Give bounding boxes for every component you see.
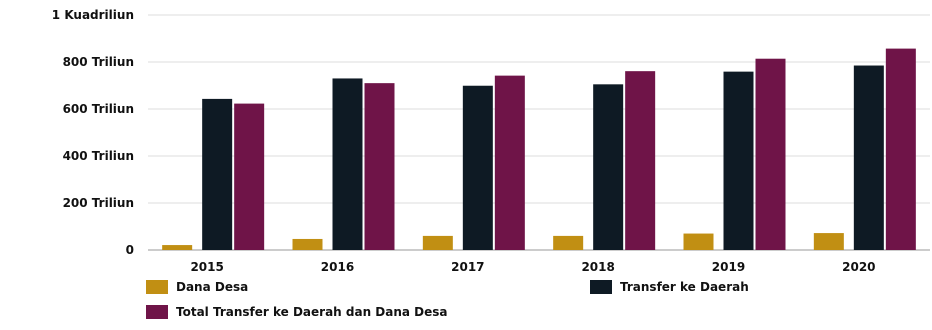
bars	[162, 48, 916, 251]
y-tick-label: 400 Triliun	[63, 149, 134, 163]
bar	[813, 233, 844, 250]
bar	[593, 84, 624, 250]
y-tick-label: 600 Triliun	[63, 102, 134, 116]
legend-label: Dana Desa	[176, 280, 249, 294]
bar	[723, 71, 754, 250]
x-tick-label: 2015	[190, 260, 223, 274]
gridlines	[148, 14, 930, 251]
y-tick-label: 1 Kuadriliun	[52, 8, 134, 22]
bar	[553, 235, 584, 250]
bar	[332, 78, 363, 250]
y-tick-label: 0	[126, 243, 134, 257]
bar	[202, 98, 233, 251]
bar	[234, 103, 265, 250]
legend-item: Dana Desa	[146, 280, 248, 294]
x-tick-label: 2016	[321, 260, 354, 274]
y-axis-ticks: 0 200 Triliun 400 Triliun 600 Triliun 800 Tr…	[52, 8, 134, 257]
legend-item: Transfer ke Daerah	[590, 280, 749, 294]
bar	[853, 65, 884, 251]
bar	[462, 85, 493, 250]
bar	[292, 238, 323, 250]
bar	[683, 233, 714, 250]
bar	[625, 71, 656, 250]
x-tick-label: 2020	[842, 260, 875, 274]
bar	[494, 75, 525, 250]
y-tick-label: 200 Triliun	[63, 196, 134, 210]
legend-item: Total Transfer ke Daerah dan Dana Desa	[146, 305, 448, 319]
x-axis-ticks: 2015 2016 2017 2018 2019 2020	[190, 260, 875, 274]
y-tick-label: 800 Triliun	[63, 55, 134, 69]
legend-label: Transfer ke Daerah	[620, 280, 749, 294]
x-tick-label: 2017	[451, 260, 484, 274]
bar	[422, 235, 453, 250]
bar	[885, 48, 916, 251]
legend-label: Total Transfer ke Daerah dan Dana Desa	[176, 305, 448, 319]
legend-swatch	[146, 305, 168, 319]
bar	[755, 58, 786, 251]
bar	[364, 83, 395, 251]
bar	[162, 245, 193, 250]
legend-swatch	[146, 280, 168, 294]
x-tick-label: 2018	[581, 260, 614, 274]
legend-swatch	[590, 280, 612, 294]
x-tick-label: 2019	[712, 260, 745, 274]
